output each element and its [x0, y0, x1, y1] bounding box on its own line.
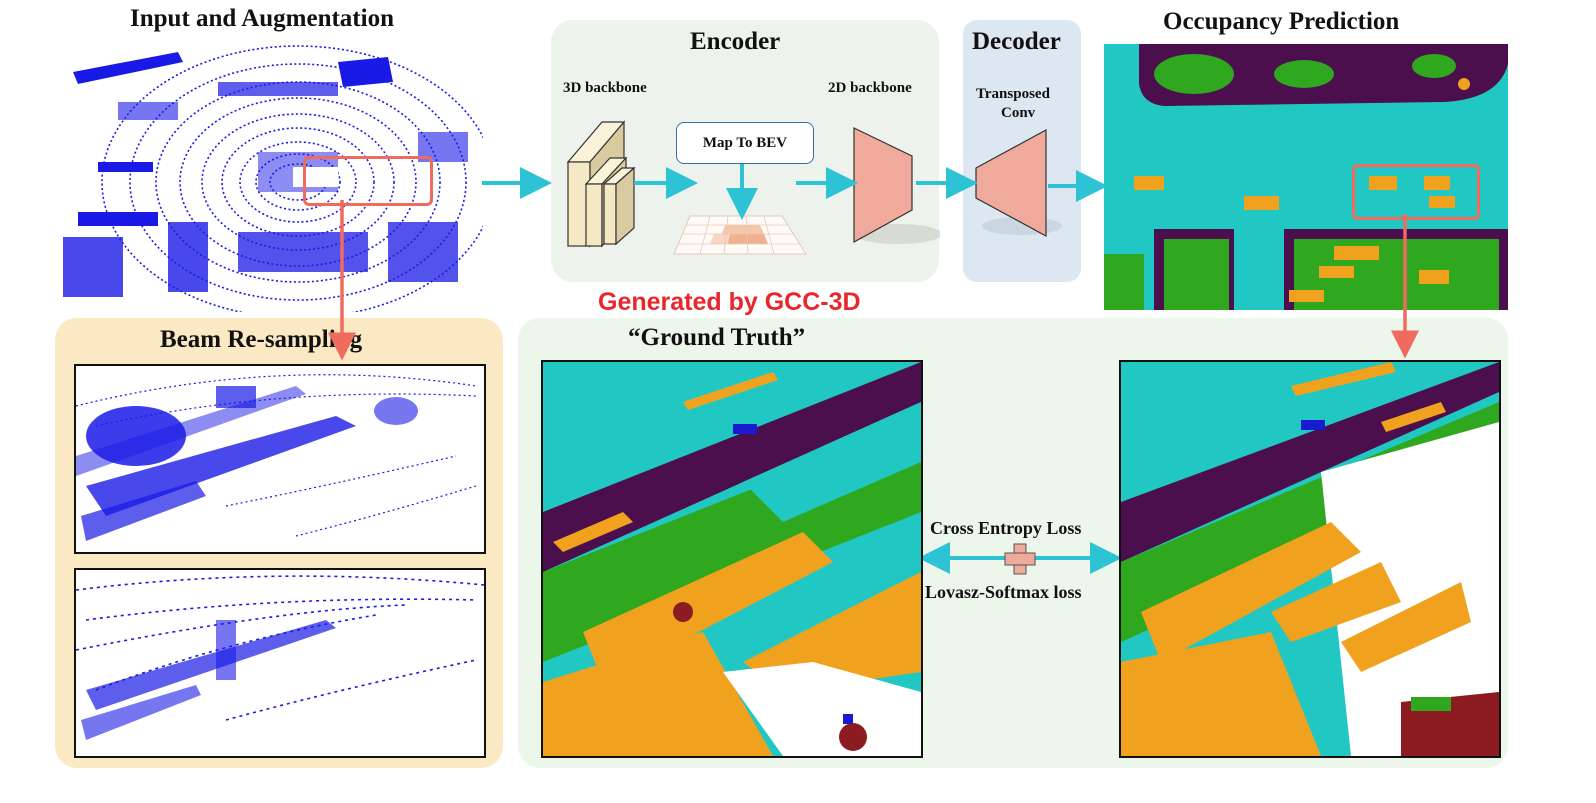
- input-highlight-box: [303, 156, 433, 206]
- bev-grid: [673, 215, 807, 255]
- decoder-title: Decoder: [972, 28, 1061, 55]
- prediction-voxel-image: [1119, 360, 1501, 758]
- ground-truth-voxel-image: [541, 360, 923, 758]
- beam-image-bottom: [74, 568, 486, 758]
- input-point-cloud: [63, 45, 483, 312]
- cross-entropy-loss-label: Cross Entropy Loss: [930, 518, 1082, 538]
- transposed-conv-line2: Conv: [1001, 105, 1036, 121]
- backbone3d-label: 3D backbone: [563, 80, 647, 96]
- occupancy-highlight-box: [1352, 164, 1480, 220]
- encoder-title: Encoder: [690, 28, 781, 55]
- occupancy-prediction-map: [1104, 44, 1508, 310]
- lovasz-softmax-loss-label: Lovasz-Softmax loss: [925, 582, 1082, 602]
- ground-truth-title: “Ground Truth”: [628, 324, 806, 351]
- backbone2d-label: 2D backbone: [828, 80, 912, 96]
- map-to-bev-box: Map To BEV: [676, 122, 814, 164]
- backbone3d-stack: [566, 120, 636, 248]
- backbone2d-trapezoid: [853, 127, 940, 244]
- occupancy-title: Occupancy Prediction: [1163, 8, 1400, 35]
- input-title: Input and Augmentation: [130, 5, 394, 32]
- beam-image-top: [74, 364, 486, 554]
- map-to-bev-label: Map To BEV: [702, 134, 788, 151]
- gcc-label: Generated by GCC-3D: [598, 288, 861, 316]
- transposed-conv-line1: Transposed: [976, 86, 1050, 102]
- plus-sign: [1004, 543, 1036, 575]
